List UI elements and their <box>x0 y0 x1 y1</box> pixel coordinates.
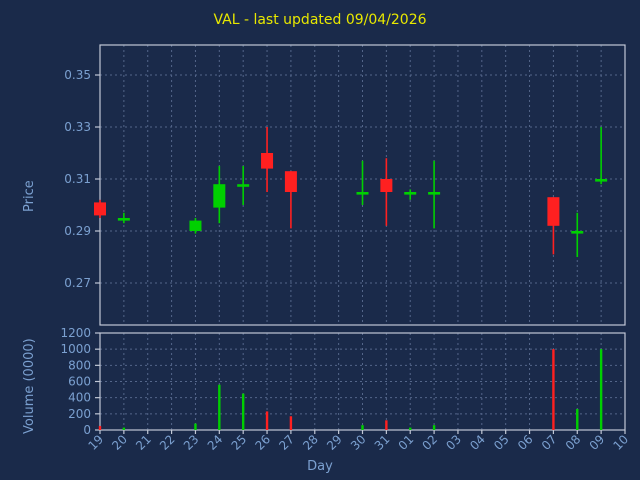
candle-body <box>547 197 560 226</box>
x-tick-label: 24 <box>205 432 226 453</box>
price-tick-label: 0.35 <box>64 68 91 82</box>
x-tick-label: 08 <box>563 432 584 453</box>
candle-body <box>571 231 584 234</box>
volume-tick-label: 1000 <box>60 342 91 356</box>
x-tick-label: 01 <box>396 432 417 453</box>
candle-body <box>261 153 274 169</box>
volume-axis-label: Volume (0000) <box>22 338 37 434</box>
volume-tick-label: 800 <box>68 358 91 372</box>
x-tick-label: 07 <box>539 432 560 453</box>
candle-body <box>94 202 106 216</box>
volume-tick-label: 400 <box>68 391 91 405</box>
x-tick-label: 21 <box>133 432 154 453</box>
price-panel <box>99 44 626 326</box>
price-tick-label: 0.29 <box>64 224 91 238</box>
volume-tick-label: 600 <box>68 375 91 389</box>
candle-body <box>284 171 297 192</box>
x-tick-label: 28 <box>300 432 321 453</box>
candle-body <box>380 179 393 192</box>
volume-tick-label: 1200 <box>60 326 91 340</box>
x-tick-label: 04 <box>467 432 488 453</box>
price-tick-label: 0.33 <box>64 120 91 134</box>
x-tick-label: 06 <box>515 432 536 453</box>
x-tick-label: 22 <box>157 432 178 453</box>
x-tick-label: 30 <box>348 432 369 453</box>
candle-body <box>595 179 608 182</box>
candle-body <box>189 220 202 231</box>
x-tick-label: 02 <box>420 432 441 453</box>
price-tick-label: 0.27 <box>64 276 91 290</box>
candle-body <box>428 192 441 195</box>
chart-title: VAL - last updated 09/04/2026 <box>213 12 427 28</box>
x-tick-label: 23 <box>181 432 202 453</box>
x-tick-label: 26 <box>252 432 273 453</box>
candle-body <box>404 192 417 195</box>
volume-tick-label: 0 <box>83 423 91 437</box>
candle-body <box>117 218 130 221</box>
x-tick-label: 05 <box>491 432 512 453</box>
candle-body <box>356 192 369 195</box>
x-tick-label: 29 <box>324 432 345 453</box>
x-tick-label: 03 <box>443 432 464 453</box>
candle-body <box>237 184 250 187</box>
x-tick-label: 10 <box>610 432 631 453</box>
candle-body <box>213 184 226 208</box>
x-tick-label: 09 <box>587 432 608 453</box>
x-axis-label: Day <box>307 459 333 474</box>
price-axis-label: Price <box>22 180 37 212</box>
x-tick-label: 31 <box>372 432 393 453</box>
price-tick-label: 0.31 <box>64 172 91 186</box>
x-tick-label: 25 <box>229 432 250 453</box>
x-tick-label: 20 <box>109 432 130 453</box>
volume-tick-label: 200 <box>68 407 91 421</box>
x-tick-label: 27 <box>276 432 297 453</box>
